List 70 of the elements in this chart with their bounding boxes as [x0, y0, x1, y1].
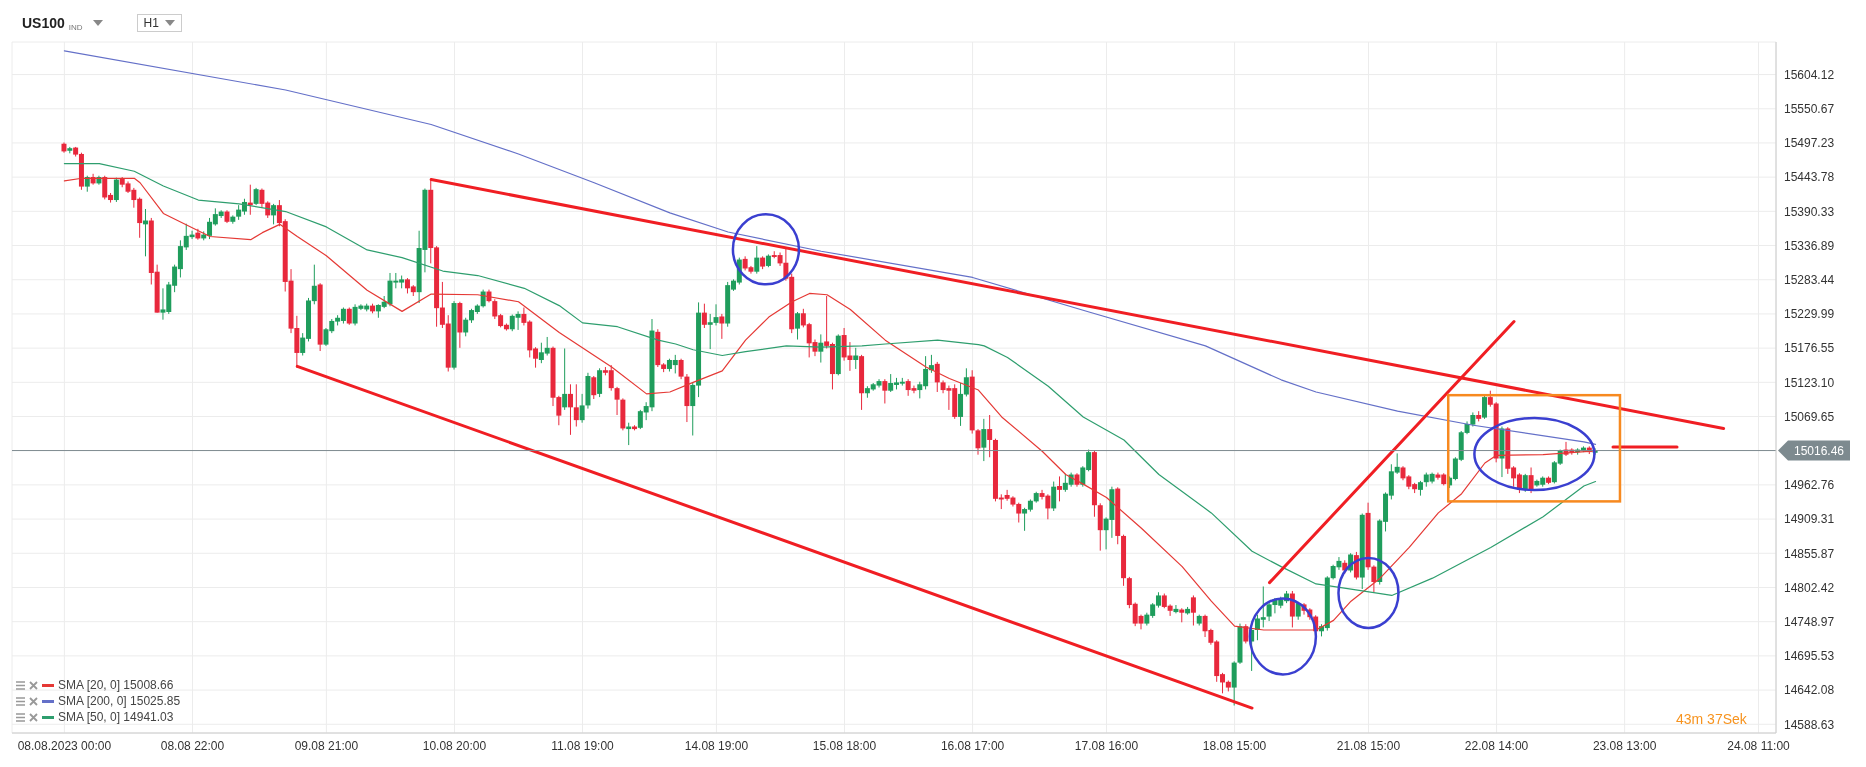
candlestick [853, 347, 859, 370]
x-tick-label: 22.08 14:00 [1464, 738, 1529, 753]
line-series [63, 50, 1597, 446]
candlestick [678, 358, 684, 380]
chart-subtitle: IND [68, 23, 83, 32]
y-tick-label: 14802.42 [1784, 580, 1835, 595]
x-tick-label: 23.08 13:00 [1592, 738, 1657, 753]
candlestick [795, 311, 801, 341]
candlestick [591, 375, 597, 400]
candlestick [882, 378, 888, 404]
candlestick [562, 347, 568, 411]
candlestick [975, 428, 981, 456]
y-tick-label: 15443.78 [1784, 170, 1835, 185]
y-tick-label: 14748.97 [1784, 614, 1835, 629]
text: H1 [136, 14, 182, 32]
y-tick-label: 15604.12 [1784, 67, 1835, 82]
candlestick [1528, 466, 1534, 494]
x-tick-label: 11.08 19:00 [551, 738, 615, 753]
y-tick-label: 15069.65 [1784, 409, 1835, 424]
x-tick-label: 15.08 18:00 [812, 738, 877, 753]
x-tick-label: 09.08 21:00 [294, 738, 359, 753]
candlestick [981, 418, 987, 462]
candlestick [1173, 604, 1179, 614]
chart-title: US100 [22, 15, 65, 31]
candlestick [579, 393, 585, 424]
candlestick [1353, 551, 1359, 580]
candlestick [1190, 594, 1196, 627]
x-tick-label: 21.08 15:00 [1336, 738, 1401, 753]
candlestick [719, 313, 725, 340]
y-tick-label: 15176.55 [1784, 341, 1835, 356]
y-tick-label: 14962.76 [1784, 478, 1835, 493]
y-tick-label: 15390.33 [1784, 204, 1835, 219]
y-tick-label: 14855.87 [1784, 546, 1835, 561]
candlestick [1057, 475, 1063, 502]
x-tick-label: 08.08 22:00 [160, 738, 225, 753]
y-tick-label: 15336.89 [1784, 238, 1835, 253]
candlestick [463, 317, 469, 337]
candlestick [1371, 564, 1377, 593]
y-tick-label: 15550.67 [1784, 102, 1835, 117]
x-tick-label: 14.08 19:00 [684, 738, 749, 753]
candlestick [573, 383, 579, 428]
x-tick-label: 24.08 11:00 [1727, 738, 1791, 753]
candlestick [1482, 394, 1487, 420]
y-tick-label: 14588.63 [1784, 717, 1835, 732]
candlestick [1051, 481, 1057, 512]
annotation: 43m 37Sek [1676, 711, 1747, 727]
legend-label: SMA [50, 0] 14941.03 [58, 710, 174, 724]
y-tick-label: 15497.23 [1784, 136, 1835, 151]
legend-label: SMA [20, 0] 15008.66 [58, 678, 174, 692]
legend-label: SMA [200, 0] 15025.85 [58, 694, 181, 708]
x-tick-label: 10.08 20:00 [422, 738, 487, 753]
y-tick-label: 14909.31 [1784, 512, 1835, 527]
candlestick [754, 245, 760, 275]
y-tick-label: 14695.53 [1784, 649, 1835, 664]
candlestick [614, 386, 620, 416]
candlestick [597, 367, 603, 398]
y-tick-label: 15123.10 [1784, 375, 1835, 390]
candlestick [113, 177, 119, 203]
y-tick-label: 15229.99 [1784, 307, 1835, 322]
ref-line-label: 15016.46 [1793, 443, 1845, 458]
x-tick-label: 16.08 17:00 [940, 738, 1005, 753]
candlestick [987, 414, 993, 458]
candlestick [701, 303, 707, 329]
y-tick-label: 15283.44 [1784, 272, 1835, 287]
y-tick-label: 14642.08 [1784, 683, 1835, 698]
candlestick [567, 383, 573, 436]
candlestick [1243, 623, 1249, 644]
x-tick-label: 17.08 16:00 [1074, 738, 1139, 753]
x-tick-label: 08.08.2023 00:00 [17, 738, 112, 753]
x-tick-label: 18.08 15:00 [1202, 738, 1267, 753]
